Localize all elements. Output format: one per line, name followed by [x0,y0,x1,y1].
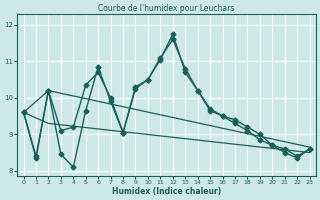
X-axis label: Humidex (Indice chaleur): Humidex (Indice chaleur) [112,187,221,196]
Title: Courbe de l'humidex pour Leuchars: Courbe de l'humidex pour Leuchars [98,4,235,13]
